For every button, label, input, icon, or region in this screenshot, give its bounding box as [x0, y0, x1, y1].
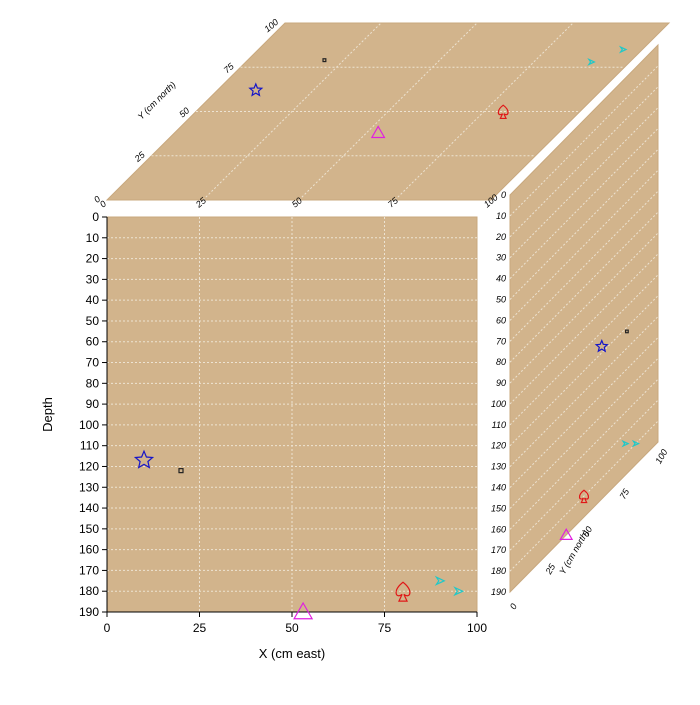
y-tick-label: 160: [79, 543, 99, 557]
x-tick-label: 25: [193, 621, 207, 635]
side-y-tick-label: 170: [491, 545, 506, 555]
top-point-arrow: [587, 57, 596, 66]
side-grid-y: [509, 253, 659, 405]
y-tick-label: 150: [79, 522, 99, 536]
side-y-tick-label: 160: [491, 524, 506, 534]
side-grid-y: [509, 399, 659, 551]
side-point-square: [625, 329, 629, 334]
x-tick-label: 100: [467, 621, 487, 635]
data-points: [133, 45, 640, 620]
side-y-tick-label: 40: [496, 274, 506, 284]
side-grid-y: [509, 128, 659, 279]
top-point-star: [248, 82, 264, 97]
side-y-tick-label: 20: [495, 232, 506, 242]
side-grid-y: [509, 337, 659, 488]
side-z-tick-label: 100: [653, 447, 669, 465]
front-point-arrow: [434, 575, 446, 586]
side-grid-y: [509, 190, 659, 342]
side-z-tick-label: 75: [618, 486, 632, 501]
side-y-tick-label: 0: [501, 190, 506, 200]
side-grid-y: [509, 86, 659, 238]
y-tick-label: 90: [86, 397, 100, 411]
y-tick-label: 180: [79, 584, 99, 598]
y-tick-label: 100: [79, 418, 99, 432]
axes: 0 25 50 75 100010203040506070809010011012013…: [79, 17, 670, 635]
front-point-square: [178, 468, 184, 474]
side-y-tick-label: 180: [491, 566, 506, 576]
y-tick-label: 140: [79, 501, 99, 515]
side-y-tick-label: 190: [491, 587, 506, 597]
side-grid-y: [509, 149, 659, 300]
side-y-tick-label: 100: [491, 399, 506, 409]
y-tick-label: 110: [80, 439, 99, 453]
y-tick-label: 190: [79, 605, 99, 619]
x-axis-title: X (cm east): [259, 646, 325, 661]
y-axis-title: Depth: [40, 397, 55, 432]
side-y-tick-label: 30: [496, 253, 506, 263]
side-y-tick-label: 70: [496, 336, 506, 346]
side-grid-y: [509, 378, 659, 530]
side-grid-y: [509, 274, 659, 426]
side-y-tick-label: 50: [496, 294, 506, 304]
y-tick-label: 130: [79, 480, 99, 494]
y-tick-label: 0: [92, 210, 99, 224]
front-point-spade: [395, 581, 411, 602]
side-y-tick-label: 90: [496, 378, 506, 388]
side-z-tick-label: 50: [581, 525, 595, 539]
y-tick-label: 170: [79, 563, 99, 577]
side-grid-y: [509, 107, 659, 259]
front-point-star: [133, 449, 155, 469]
side-y-tick-label: 130: [491, 462, 506, 472]
side-point-star: [594, 339, 609, 353]
side-panel: [509, 43, 659, 594]
side-grid-y: [509, 295, 659, 447]
side-point-arrow: [621, 439, 630, 448]
side-grid-y: [509, 170, 659, 321]
y-tick-label: 30: [86, 272, 100, 286]
side-y-tick-label: 10: [496, 211, 506, 221]
side-point-arrow: [631, 439, 640, 448]
x-tick-label: 50: [285, 621, 299, 635]
top-point-square: [322, 58, 327, 63]
x-tick-label: 0: [104, 621, 111, 635]
side-grid-y: [509, 232, 659, 384]
side-y-tick-label: 120: [491, 441, 506, 451]
side-grid-y: [509, 65, 659, 217]
y-tick-label: 40: [86, 293, 100, 307]
y-tick-label: 10: [86, 231, 100, 245]
side-z-tick-label: 0: [508, 602, 519, 611]
top-z-tick-label: 0: [92, 194, 102, 205]
side-y-tick-label: 80: [496, 357, 506, 367]
y-tick-label: 50: [86, 314, 100, 328]
z-axis-title-top: Y (cm north): [136, 80, 178, 122]
top-point-arrow: [618, 45, 628, 54]
top-x-tick-label: 50: [290, 195, 304, 209]
y-tick-label: 80: [86, 376, 100, 390]
side-y-tick-label: 150: [491, 503, 506, 513]
y-tick-label: 120: [79, 459, 99, 473]
side-grid-y: [509, 358, 659, 509]
side-point-triangle: [559, 527, 574, 540]
y-tick-label: 70: [86, 356, 100, 370]
side-y-tick-label: 60: [496, 315, 506, 325]
front-point-arrow: [453, 586, 465, 597]
y-tick-label: 60: [86, 335, 100, 349]
side-grid-y: [509, 211, 659, 363]
grid-lines: [107, 22, 659, 612]
side-y-tick-label: 110: [492, 420, 506, 430]
side-point-spade: [578, 489, 590, 504]
front-point-triangle: [293, 601, 314, 620]
x-tick-label: 75: [378, 621, 392, 635]
y-tick-label: 20: [86, 252, 100, 266]
top-x-tick-label: 0: [98, 199, 108, 210]
side-z-tick-label: 25: [543, 561, 558, 576]
top-point-triangle: [370, 125, 386, 139]
side-grid-y: [509, 420, 659, 572]
side-grid-y: [509, 316, 659, 467]
top-z-tick-label: 50: [177, 105, 191, 119]
top-point-spade: [497, 104, 509, 120]
side-y-tick-label: 140: [491, 483, 506, 493]
